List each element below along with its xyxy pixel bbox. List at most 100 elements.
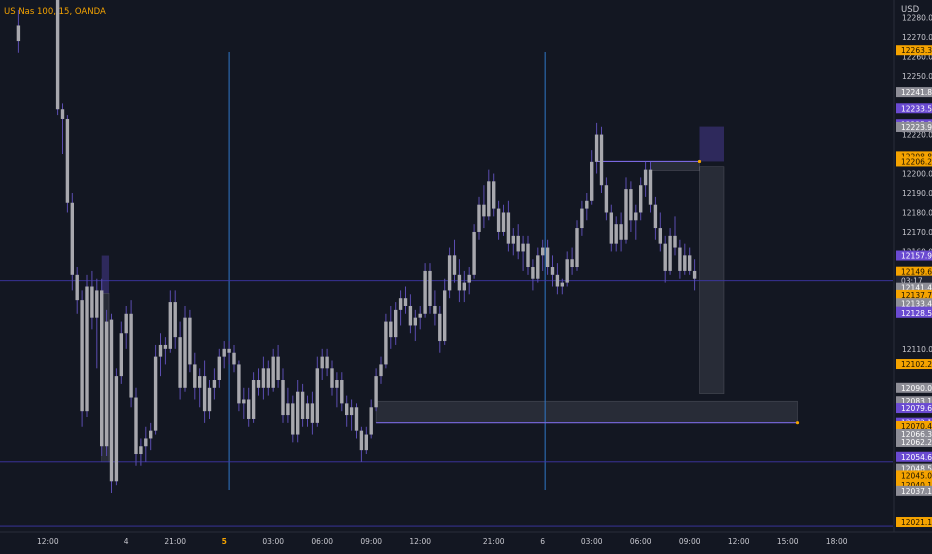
candle-body-58: [335, 380, 339, 388]
candle-body-16: [129, 313, 133, 398]
time-tick-1: 12:00: [37, 537, 59, 546]
candle-body-110: [590, 161, 594, 201]
candle-body-20: [149, 430, 153, 439]
price-tick-6: 12190.0: [902, 189, 932, 198]
price-label-17: 12090.0: [901, 384, 932, 393]
candle-body-13: [114, 376, 119, 482]
time-tick-5: 03:00: [262, 537, 284, 546]
candle-body-96: [521, 243, 525, 252]
price-label-box-24: [896, 451, 932, 462]
candle-body-0: [16, 25, 21, 42]
candle-body-81: [447, 255, 452, 291]
price-label-1: 12241.8: [901, 88, 932, 97]
time-tick-2: 4: [124, 537, 129, 546]
candle-body-89: [487, 181, 491, 217]
price-label-11: 12141.4: [901, 284, 932, 293]
candle-body-12: [109, 319, 114, 482]
candle-body-55: [320, 356, 324, 369]
candle-body-6: [80, 300, 84, 412]
candle-body-85: [467, 274, 471, 283]
price-label-16: 12102.2: [901, 360, 932, 369]
candle-body-119: [634, 212, 638, 221]
candle-body-57: [330, 368, 334, 388]
price-label-box-7: [896, 156, 932, 167]
candle-body-2: [60, 109, 65, 119]
candle-body-78: [433, 305, 437, 314]
candle-body-75: [418, 313, 422, 318]
price-label-box-28: [896, 485, 932, 496]
price-label-box-16: [896, 359, 932, 370]
price-label-22: 12066.3: [901, 430, 932, 439]
candle-body-83: [457, 274, 462, 291]
price-tick-5: 12200.0: [902, 170, 932, 179]
price-label-box-26: [896, 470, 932, 481]
zone-gray-0: [375, 400, 798, 423]
price-tick-10: 12110.0: [902, 345, 932, 354]
price-label-15: 12128.5: [901, 309, 932, 318]
price-label-26: 12045.0: [901, 471, 932, 480]
price-label-box-17: [896, 382, 932, 393]
candle-body-35: [222, 348, 226, 357]
candle-body-99: [536, 255, 540, 279]
price-label-0: 12263.3: [901, 46, 932, 55]
candle-body-129: [683, 255, 687, 271]
candle-body-116: [619, 224, 623, 240]
candle-body-62: [354, 407, 359, 431]
candle-body-37: [232, 352, 236, 365]
price-label-13: 12133.4: [901, 299, 932, 308]
candle-body-88: [482, 204, 486, 217]
candle-body-130: [688, 255, 692, 271]
candle-body-123: [653, 204, 658, 229]
price-label-box-11: [896, 282, 932, 293]
candle-body-64: [364, 434, 368, 451]
time-tick-8: 12:00: [409, 537, 431, 546]
candle-body-107: [575, 228, 579, 268]
price-label-box-27: [896, 480, 932, 491]
candle-body-111: [594, 134, 599, 162]
price-labels-layer: 12263.312241.812233.512225.312224.112223…: [896, 45, 932, 528]
price-tick-4: 12220.0: [902, 131, 932, 140]
time-tick-12: 06:00: [630, 537, 652, 546]
session-breaks-layer: [228, 52, 546, 490]
candle-body-10: [100, 290, 104, 447]
candle-body-7: [85, 286, 89, 412]
candle-body-80: [443, 290, 447, 342]
price-label-box-1: [896, 87, 932, 98]
candle-body-21: [153, 356, 158, 431]
candle-body-72: [403, 298, 408, 306]
price-label-box-21: [896, 420, 932, 431]
candle-body-94: [511, 235, 515, 244]
time-tick-14: 12:00: [728, 537, 750, 546]
candle-body-112: [599, 134, 604, 186]
price-label-10: 03:17: [901, 277, 923, 286]
time-ticks-layer[interactable]: 0012:00421:00503:0006:0009:0012:0021:006…: [0, 537, 848, 546]
candle-body-126: [668, 235, 672, 271]
price-label-box-19: [896, 403, 932, 414]
candle-body-23: [163, 344, 168, 349]
price-label-box-15: [896, 307, 932, 318]
level-marker-4: [697, 159, 702, 164]
candle-body-28: [188, 317, 192, 365]
price-label-12: 12137.7: [901, 291, 932, 300]
candle-body-30: [198, 376, 202, 388]
price-label-box-9: [896, 266, 932, 277]
candle-body-84: [462, 282, 466, 291]
level-marker-3: [795, 421, 800, 425]
candle-body-63: [359, 430, 364, 451]
candle-body-51: [300, 391, 305, 419]
candle-body-127: [673, 235, 677, 248]
candle-body-14: [119, 333, 123, 377]
zone-purple-4: [101, 255, 110, 294]
price-label-18: 12083.1: [901, 397, 932, 406]
price-tick-8: 12170.0: [902, 228, 932, 237]
candle-body-49: [291, 403, 295, 435]
candle-body-47: [281, 380, 285, 416]
price-label-box-13: [896, 298, 932, 309]
price-label-box-25: [896, 463, 932, 474]
symbol-title: US Nas 100, 15, OANDA: [4, 7, 106, 17]
price-tick-1: 12270.0: [902, 33, 932, 42]
candle-body-109: [585, 200, 589, 209]
